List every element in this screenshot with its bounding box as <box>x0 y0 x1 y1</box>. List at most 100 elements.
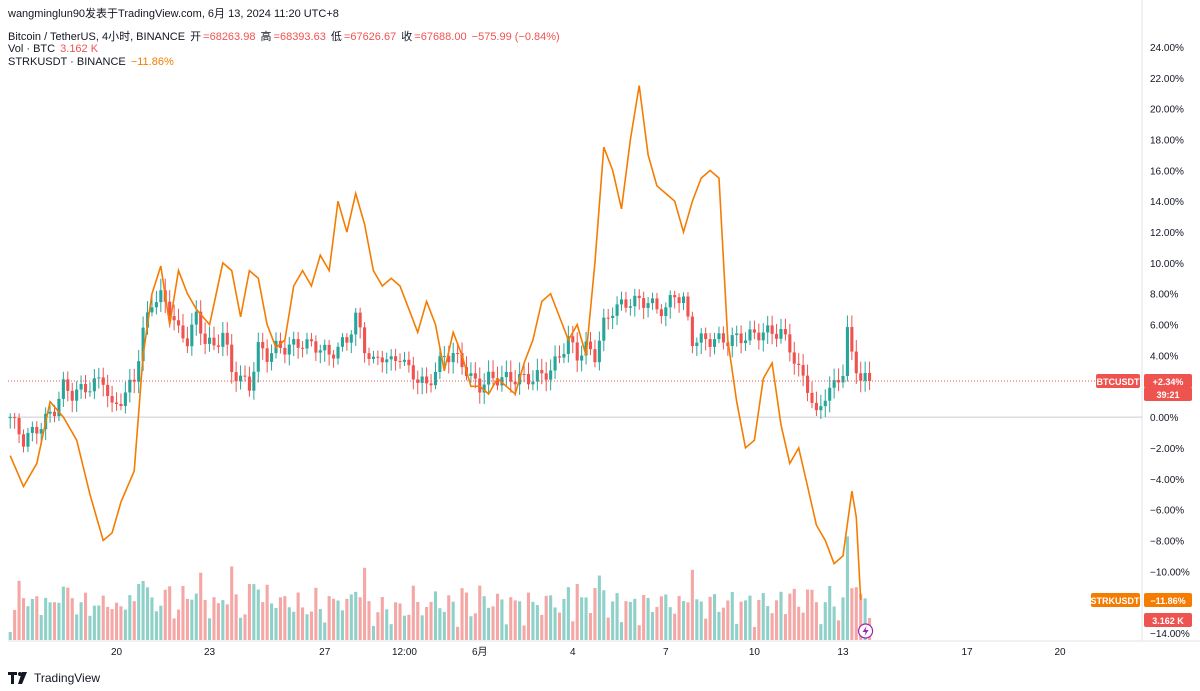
volume-bar <box>301 607 305 640</box>
volume-bar <box>469 616 473 640</box>
candle-body <box>721 333 725 343</box>
candle-body <box>119 403 123 407</box>
candle-body <box>194 311 198 325</box>
candle-body <box>79 384 83 390</box>
candle-body <box>367 353 371 359</box>
y-tick-label: 6.00% <box>1150 321 1178 332</box>
volume-bar <box>141 581 145 640</box>
low-label: 低 <box>330 31 342 43</box>
volume-bar <box>239 617 243 640</box>
candle-body <box>323 344 327 351</box>
symbol-text[interactable]: Bitcoin / TetherUS, 4小时, BINANCE <box>8 31 186 43</box>
candle-body <box>659 309 663 317</box>
candle-body <box>482 384 486 393</box>
candle-body <box>39 429 43 434</box>
volume-bar <box>535 605 539 640</box>
x-tick-label: 20 <box>111 647 123 658</box>
volume-bar <box>788 593 792 640</box>
candle-body <box>504 371 508 378</box>
candle-body <box>642 298 646 308</box>
publisher-text: wangminglun90发表于TradingView.com, 6月 13, … <box>8 8 339 20</box>
volume-bar <box>633 598 637 640</box>
candle-body <box>21 434 26 447</box>
candle-body <box>345 337 349 343</box>
candle-body <box>814 402 818 411</box>
volume-bar <box>708 596 712 640</box>
volume-bar <box>17 580 21 640</box>
tradingview-logo[interactable]: TradingView <box>8 671 100 685</box>
compare-label[interactable]: STRKUSDT · BINANCE <box>8 56 126 68</box>
volume-bar <box>97 605 101 640</box>
volume-bar <box>681 601 686 640</box>
x-tick-label: 13 <box>837 647 849 658</box>
candle-body <box>487 371 491 385</box>
volume-bar <box>433 591 438 640</box>
volume-bar <box>83 592 88 640</box>
candle-body <box>650 298 655 304</box>
volume-bar <box>216 603 220 640</box>
volume-bar <box>234 594 238 640</box>
candle-body <box>841 376 845 383</box>
candle-body <box>101 377 105 385</box>
candle-body <box>695 342 699 347</box>
open-value: =68263.98 <box>203 31 256 43</box>
volume-bar <box>562 598 566 640</box>
candle-body <box>500 377 504 386</box>
volume-bar <box>624 601 628 640</box>
tradingview-brand: TradingView <box>34 671 101 685</box>
candle-body <box>190 324 194 347</box>
volume-bar <box>491 606 495 640</box>
volume-bar <box>646 597 650 640</box>
volume-bar <box>181 585 185 640</box>
candle-body <box>624 299 628 308</box>
vol-value: 3.162 K <box>60 43 99 55</box>
candle-body <box>593 349 597 363</box>
candle-body <box>371 356 375 359</box>
candle-body <box>868 372 872 382</box>
candle-body <box>832 380 836 388</box>
candle-body <box>509 371 513 382</box>
candle-body <box>363 327 367 354</box>
candle-body <box>664 307 668 317</box>
candle-body <box>301 347 305 349</box>
volume-bar <box>190 599 194 640</box>
candle-body <box>845 327 849 377</box>
volume-bar <box>208 618 212 640</box>
volume-bar <box>416 601 420 640</box>
candle-body <box>571 336 575 343</box>
candle-body <box>690 316 694 347</box>
candle-body <box>159 290 163 303</box>
vol-label[interactable]: Vol · BTC <box>8 43 56 55</box>
volume-bar <box>518 601 522 640</box>
candle-body <box>677 297 681 304</box>
y-tick-label: −4.00% <box>1150 475 1184 486</box>
volume-bar <box>588 613 593 640</box>
header-volume: Vol · BTC 3.162 K <box>8 43 100 55</box>
low-value: =67626.67 <box>343 31 397 43</box>
btc-countdown-tag-bg <box>1144 387 1192 402</box>
volume-bar <box>487 607 491 640</box>
strk-compare-line <box>9 85 862 601</box>
candle-body <box>469 373 473 376</box>
candle-body <box>114 402 119 404</box>
volume-bar <box>712 594 717 640</box>
volume-bar <box>88 615 92 640</box>
volume-bar <box>402 615 407 640</box>
candle-body <box>168 301 172 317</box>
candle-body <box>783 329 787 335</box>
candle-body <box>606 317 610 319</box>
y-tick-label: 22.00% <box>1150 74 1184 85</box>
btc-value-tag: +2.34% <box>1153 377 1184 387</box>
strk-value-tag: −11.86% <box>1150 596 1185 606</box>
candle-body <box>597 340 601 363</box>
candle-body <box>17 417 21 435</box>
volume-bar <box>637 625 641 640</box>
y-tick-label: 4.00% <box>1150 351 1178 362</box>
candle-body <box>770 325 774 334</box>
candle-body <box>26 432 30 447</box>
volume-bar <box>247 583 251 640</box>
header-compare: STRKUSDT · BINANCE −11.86% <box>8 56 176 68</box>
volume-bar <box>863 598 867 640</box>
candle-body <box>739 333 743 344</box>
